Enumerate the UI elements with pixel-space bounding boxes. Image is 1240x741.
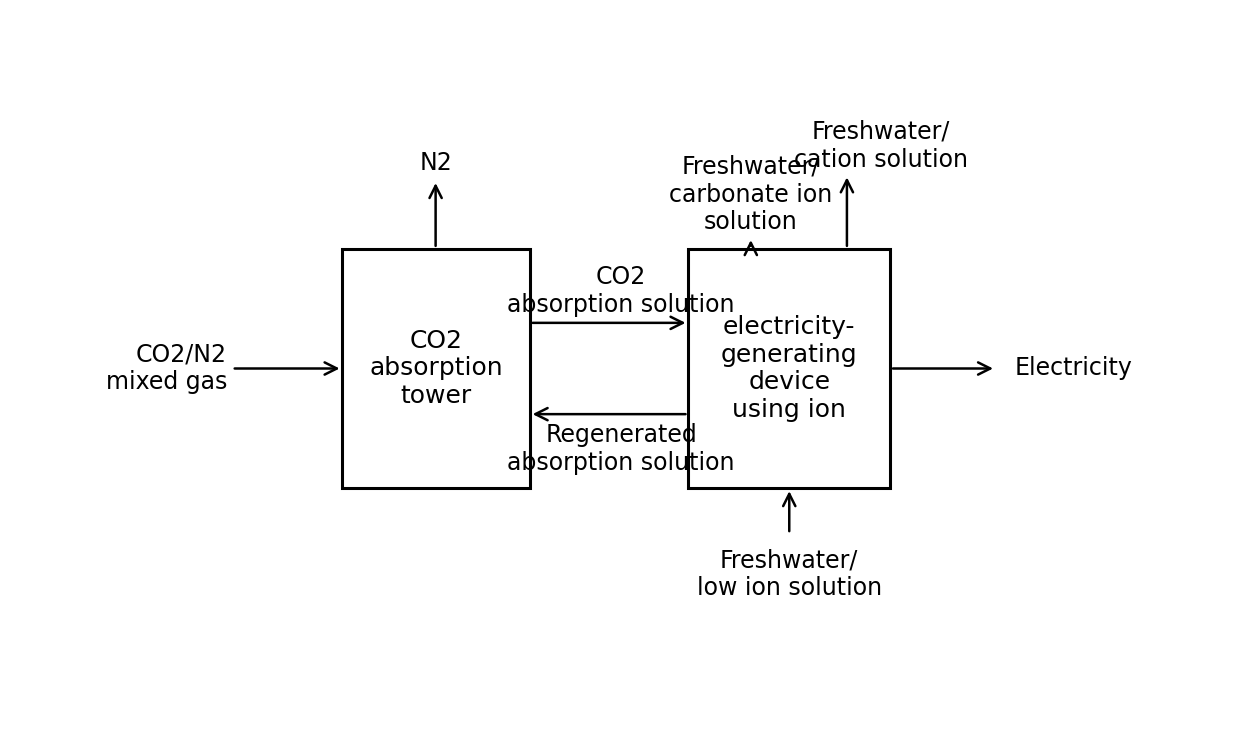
- Text: Regenerated
absorption solution: Regenerated absorption solution: [507, 422, 735, 474]
- Text: CO2/N2
mixed gas: CO2/N2 mixed gas: [105, 342, 227, 394]
- FancyBboxPatch shape: [688, 249, 890, 488]
- Text: Freshwater/
low ion solution: Freshwater/ low ion solution: [697, 548, 882, 600]
- Text: Freshwater/
cation solution: Freshwater/ cation solution: [794, 120, 967, 172]
- Text: electricity-
generating
device
using ion: electricity- generating device using ion: [720, 315, 858, 422]
- Text: CO2
absorption
tower: CO2 absorption tower: [370, 329, 503, 408]
- Text: Electricity: Electricity: [1016, 356, 1133, 380]
- Text: Freshwater/
carbonate ion
solution: Freshwater/ carbonate ion solution: [670, 155, 832, 234]
- Text: N2: N2: [419, 150, 453, 175]
- FancyBboxPatch shape: [342, 249, 529, 488]
- Text: CO2
absorption solution: CO2 absorption solution: [507, 265, 735, 317]
